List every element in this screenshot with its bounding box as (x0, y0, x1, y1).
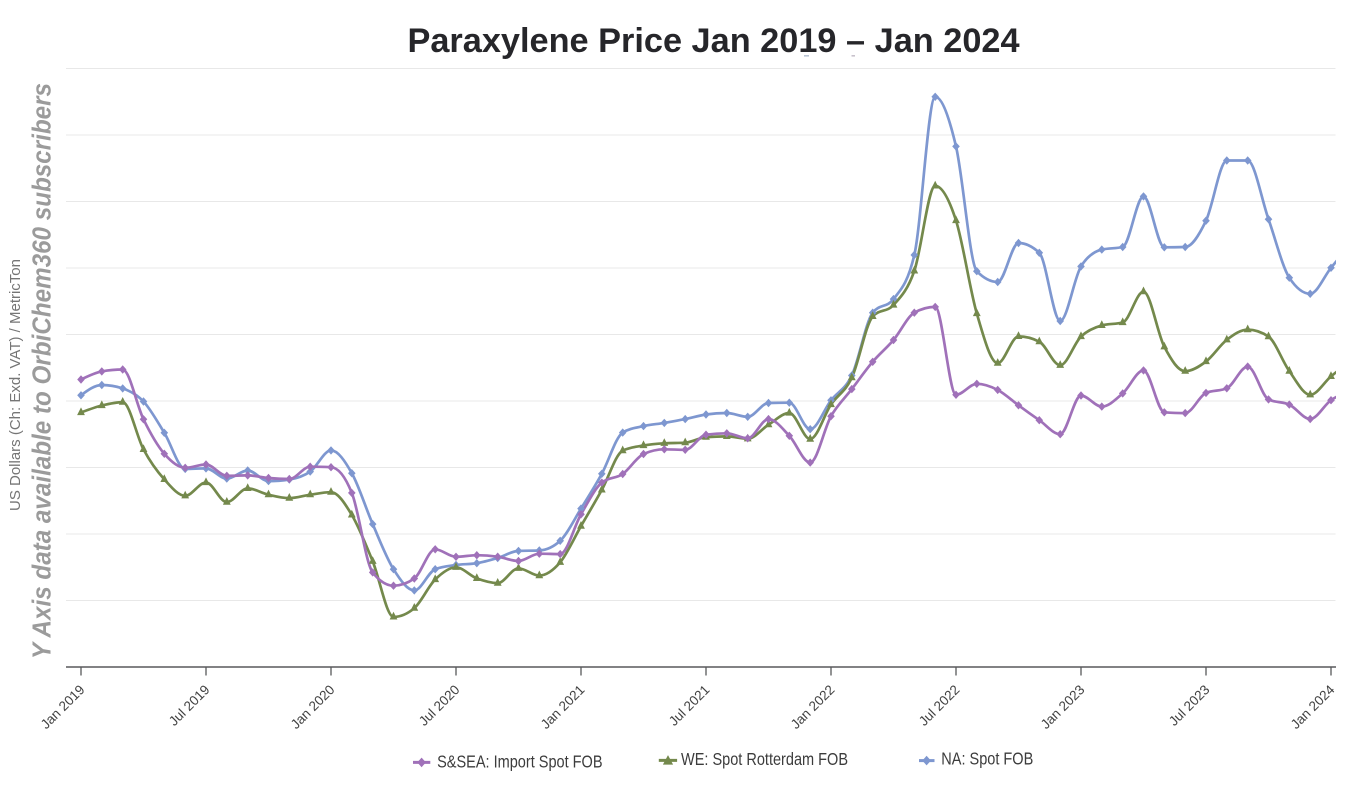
svg-text:Y Axis data available to OrbiC: Y Axis data available to OrbiChem360 sub… (28, 83, 57, 659)
svg-text:US Dollars (Ch: Exd. VAT) / Me: US Dollars (Ch: Exd. VAT) / MetricTon (7, 259, 24, 511)
svg-text:S&SEA: Import Spot FOB: S&SEA: Import Spot FOB (437, 753, 602, 771)
svg-text:Paraxylene Price Jan 2019 – Ja: Paraxylene Price Jan 2019 – Jan 2024 (407, 22, 1019, 60)
svg-text:NA: Spot FOB: NA: Spot FOB (941, 750, 1033, 768)
svg-text:WE: Spot Rotterdam FOB: WE: Spot Rotterdam FOB (681, 751, 848, 769)
